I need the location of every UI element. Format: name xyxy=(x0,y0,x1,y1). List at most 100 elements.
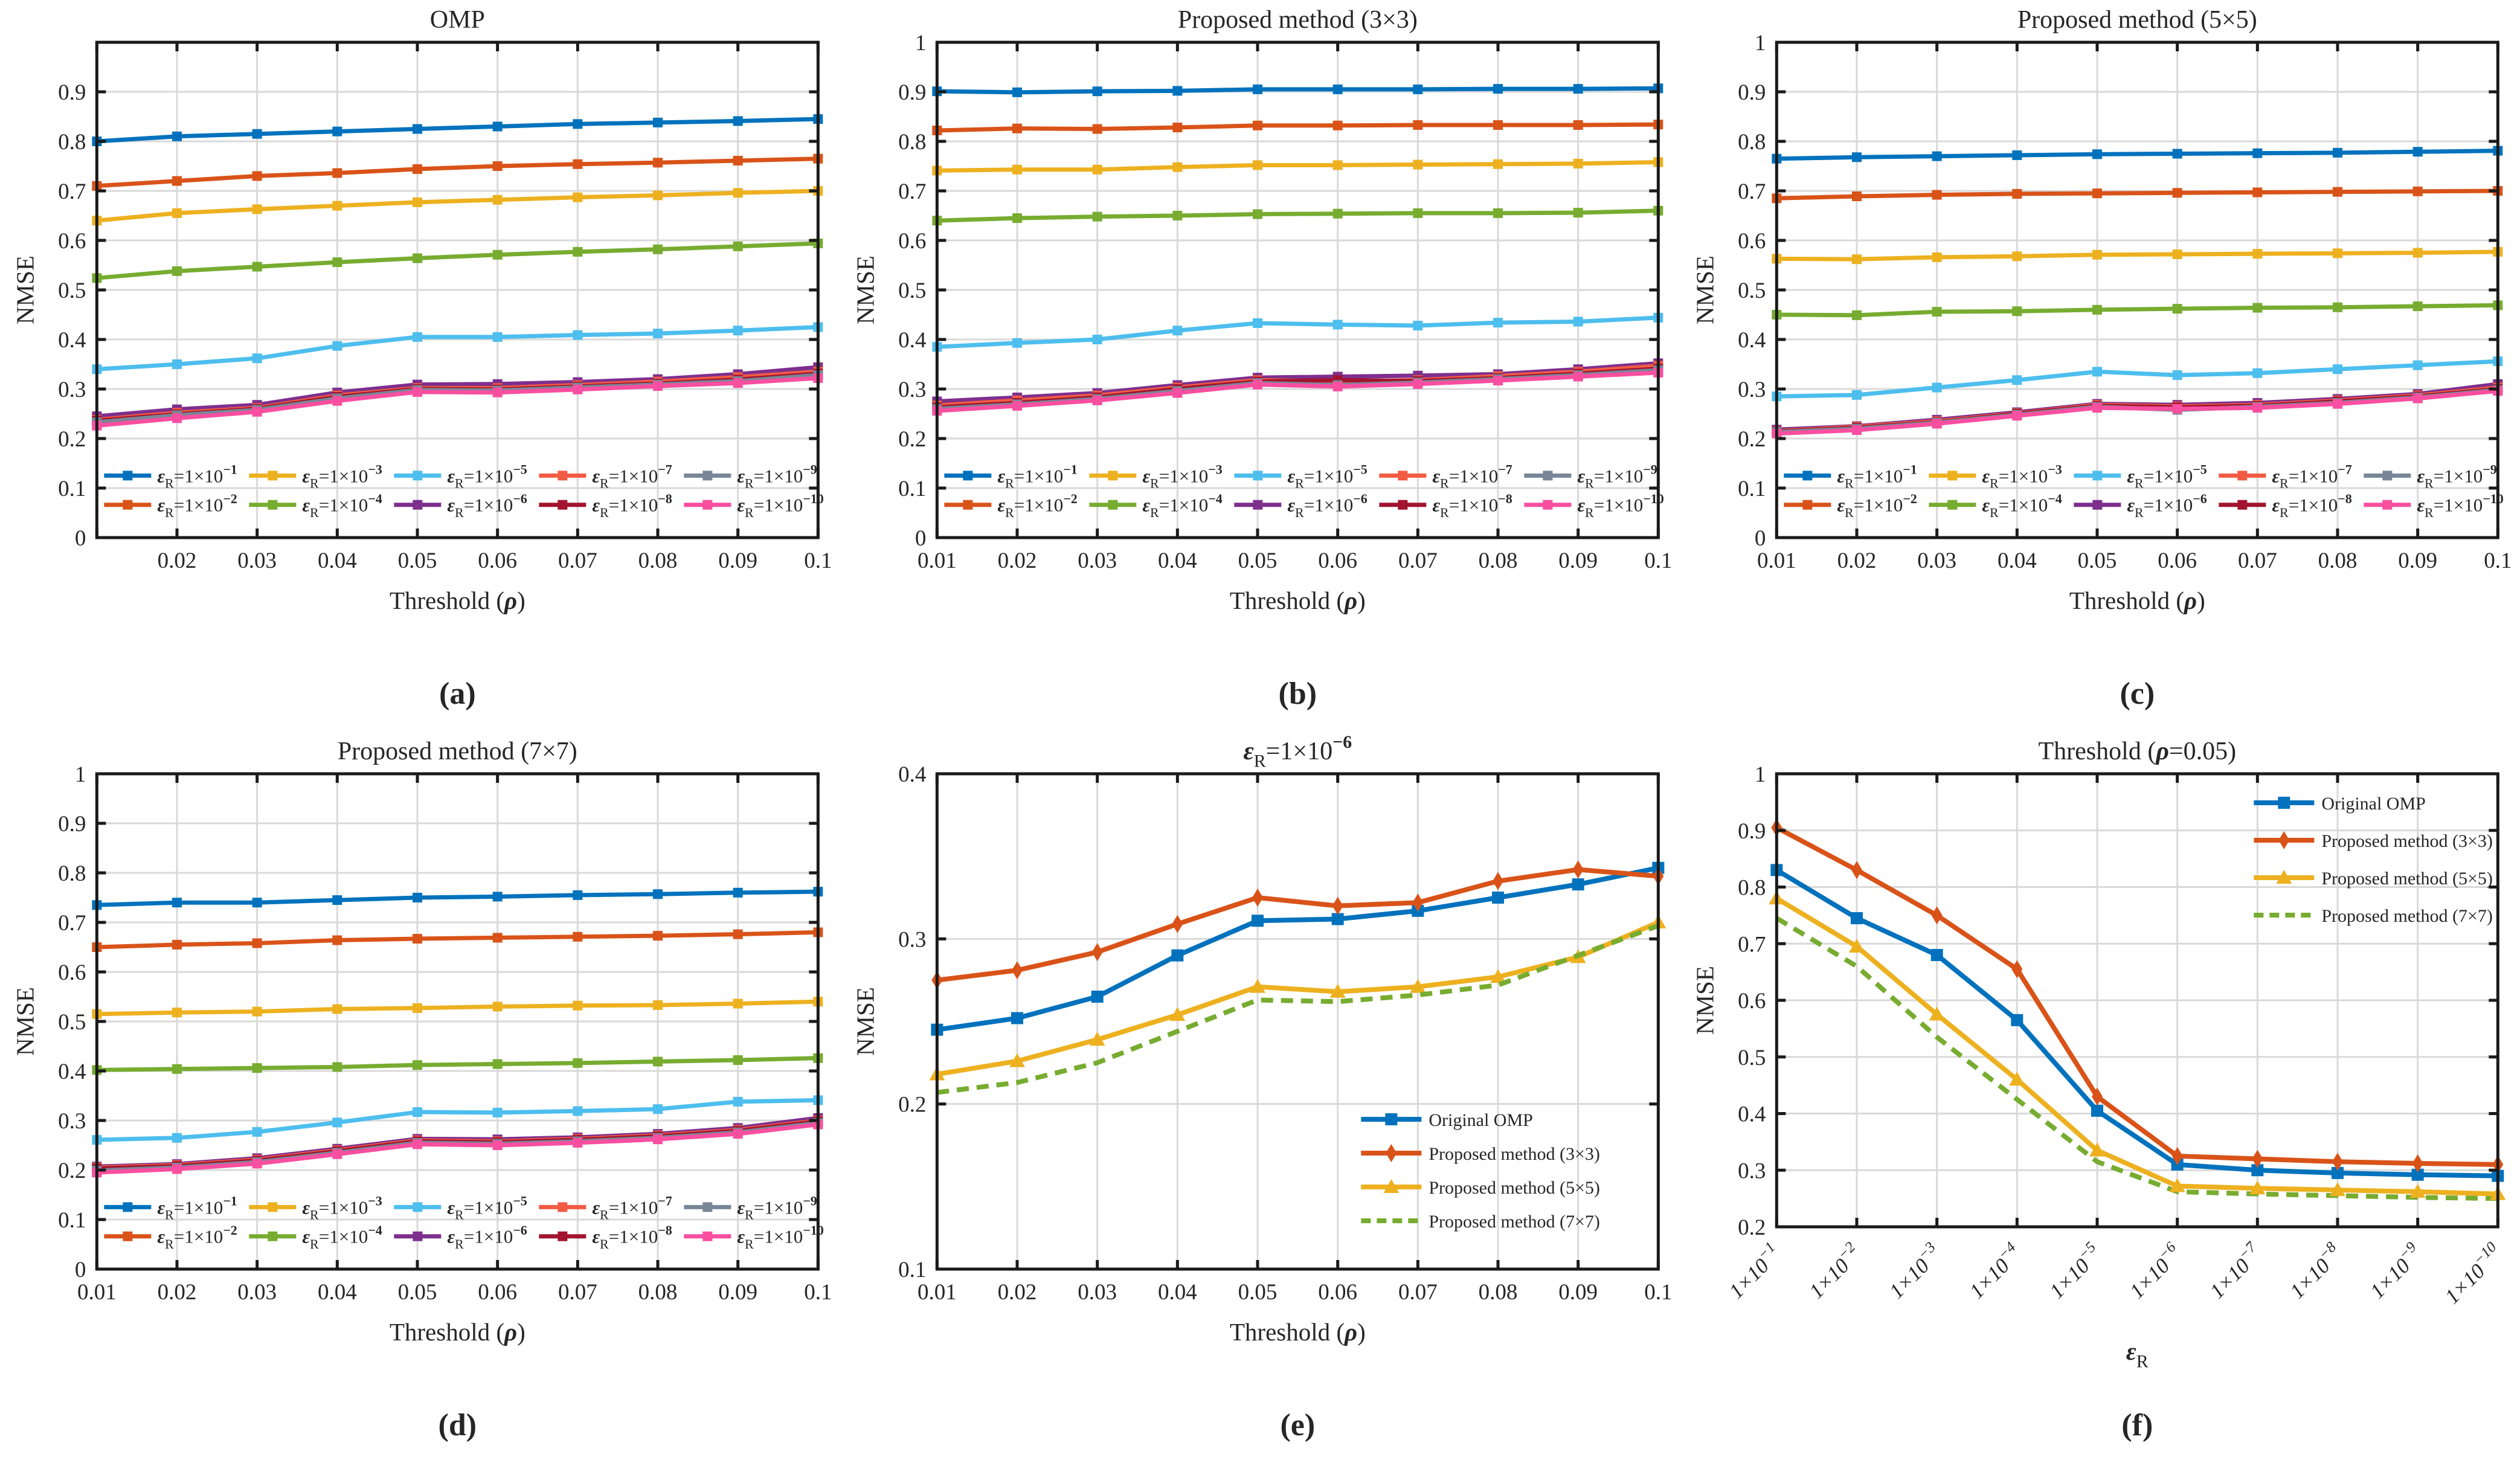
legend-label: εR=1×10−9 xyxy=(2417,461,2497,490)
y-tick-label: 0.1 xyxy=(58,1208,86,1233)
x-tick-label: 0.01 xyxy=(1757,548,1796,573)
x-tick-label: 0.01 xyxy=(918,1280,957,1305)
chart-e: 0.1 0.2 0.3 0.4 0.01 0.02 0.03 0.04 0.05 0.06 0.07… xyxy=(851,732,1672,1442)
y-tick-label: 0.7 xyxy=(1738,179,1766,204)
series-line xyxy=(1776,388,2498,436)
x-tick-label: 0.09 xyxy=(718,548,757,573)
panel-letter: (b) xyxy=(1278,677,1317,711)
panel-letter: (e) xyxy=(1280,1408,1315,1442)
x-tick-label: 0.1 xyxy=(1644,1280,1672,1305)
y-tick-label: 0.4 xyxy=(1738,328,1766,353)
x-tick-label: 0.09 xyxy=(718,1280,757,1305)
y-tick-label: 0.7 xyxy=(58,179,86,204)
x-tick-label: 0.06 xyxy=(2158,548,2197,573)
legend-label: εR=1×10−7 xyxy=(1432,461,1512,490)
y-tick-label: 0.2 xyxy=(58,1159,86,1183)
x-tick-label: 0.08 xyxy=(2318,548,2358,573)
x-axis-label: Threshold (ρ) xyxy=(390,1318,526,1346)
chart-title: Threshold (ρ=0.05) xyxy=(2039,738,2237,765)
y-tick-label: 0.8 xyxy=(1738,876,1766,901)
series-line xyxy=(936,920,1659,1077)
y-tick-label: 0.8 xyxy=(898,130,926,155)
legend-label: εR=1×10−1 xyxy=(157,1193,237,1222)
y-tick-label: 0.1 xyxy=(58,477,86,501)
legend-label: Original OMP xyxy=(2322,794,2426,814)
y-tick-label: 0.5 xyxy=(1738,1046,1766,1070)
legend-label: εR=1×10−5 xyxy=(2127,461,2207,490)
legend-label: εR=1×10−7 xyxy=(592,461,672,490)
x-tick-label: 0.04 xyxy=(1998,548,2037,573)
series-line xyxy=(1776,249,2498,262)
y-tick-label: 0.4 xyxy=(898,762,926,787)
x-tick-label: 0.02 xyxy=(1837,548,1877,573)
y-axis-label: NMSE xyxy=(11,256,39,324)
series-line xyxy=(1776,359,2498,399)
x-tick-label: 0.01 xyxy=(77,1280,117,1305)
x-tick-label: 1×10−6 xyxy=(2123,1239,2187,1304)
legend-label: εR=1×10−8 xyxy=(592,1223,672,1252)
y-tick-label: 0.8 xyxy=(1738,130,1766,155)
y-tick-label: 0.2 xyxy=(898,427,926,452)
series-line xyxy=(97,365,818,419)
y-tick-label: 0.4 xyxy=(58,328,86,353)
y-tick-label: 1 xyxy=(914,31,926,56)
y-tick-label: 0.8 xyxy=(58,130,86,155)
legend-label: Proposed method (3×3) xyxy=(2322,831,2493,851)
x-tick-label: 0.05 xyxy=(1238,548,1277,573)
x-tick-label: 0.07 xyxy=(558,548,597,573)
x-tick-label: 1×10−4 xyxy=(1962,1239,2027,1303)
y-tick-label: 0.1 xyxy=(1738,477,1766,501)
panel-c: 0 0.1 0.2 0.3 0.4 0.5 0.6 0.7 0.8 0.9 1 0.01 0.02 0.0… xyxy=(1680,0,2520,731)
panel-letter: (c) xyxy=(2120,677,2155,711)
y-tick-label: 0.2 xyxy=(898,1093,926,1117)
x-tick-label: 0.04 xyxy=(1158,1280,1197,1305)
series-line xyxy=(97,156,818,188)
panel-letter: (d) xyxy=(439,1408,477,1442)
legend-label: εR=1×10−1 xyxy=(997,461,1077,490)
y-tick-label: 0.2 xyxy=(58,427,86,452)
legend-label: εR=1×10−7 xyxy=(592,1193,672,1222)
series-line xyxy=(1775,867,2498,1178)
x-tick-label: 0.09 xyxy=(2399,548,2438,573)
legend-label: εR=1×10−10 xyxy=(2417,491,2504,520)
panel-letter: (a) xyxy=(439,677,476,711)
x-tick-label: 0.07 xyxy=(1398,548,1438,573)
y-tick-label: 0.6 xyxy=(1738,989,1766,1014)
panel-a: 0 0.1 0.2 0.3 0.4 0.5 0.6 0.7 0.8 0.9 0.02 0.03 0.04… xyxy=(0,0,840,731)
legend-label: εR=1×10−2 xyxy=(157,1223,237,1252)
legend-label: εR=1×10−3 xyxy=(302,461,382,490)
y-tick-label: 0.7 xyxy=(1738,932,1766,957)
series-line xyxy=(1775,896,2498,1197)
y-tick-label: 0.5 xyxy=(58,1010,86,1035)
legend-label: εR=1×10−5 xyxy=(447,1193,527,1222)
y-tick-label: 0.9 xyxy=(58,80,86,105)
chart-c: 0 0.1 0.2 0.3 0.4 0.5 0.6 0.7 0.8 0.9 1 0.01 0.02 0.0… xyxy=(1691,6,2512,711)
x-axis-label: Threshold (ρ) xyxy=(1230,587,1366,614)
chart-title: Proposed method (5×5) xyxy=(2017,6,2257,34)
y-axis-label: NMSE xyxy=(11,987,39,1056)
y-tick-label: 0.1 xyxy=(898,1258,926,1282)
series-line xyxy=(97,1056,818,1072)
legend-label: εR=1×10−2 xyxy=(157,491,237,520)
series-line xyxy=(97,889,818,907)
x-tick-label: 0.07 xyxy=(558,1280,597,1305)
series-line xyxy=(936,315,1659,349)
series-line xyxy=(97,188,818,223)
y-tick-label: 0 xyxy=(914,526,926,551)
x-tick-label: 0.1 xyxy=(804,548,832,573)
y-tick-label: 0.1 xyxy=(898,477,926,501)
x-tick-label: 0.04 xyxy=(318,548,357,573)
y-tick-label: 0.7 xyxy=(58,911,86,936)
legend-label: εR=1×10−4 xyxy=(302,491,382,520)
x-tick-label: 0.08 xyxy=(638,548,678,573)
y-axis-label: NMSE xyxy=(1691,966,1719,1035)
series-line xyxy=(936,923,1659,1095)
series-line xyxy=(936,370,1659,413)
y-tick-label: 0.6 xyxy=(1738,229,1766,254)
x-tick-label: 0.06 xyxy=(478,548,517,573)
legend-label: εR=1×10−1 xyxy=(157,461,237,490)
y-tick-label: 1 xyxy=(1755,31,1766,56)
legend-label: εR=1×10−8 xyxy=(1432,491,1512,520)
y-tick-label: 0.4 xyxy=(898,328,926,353)
